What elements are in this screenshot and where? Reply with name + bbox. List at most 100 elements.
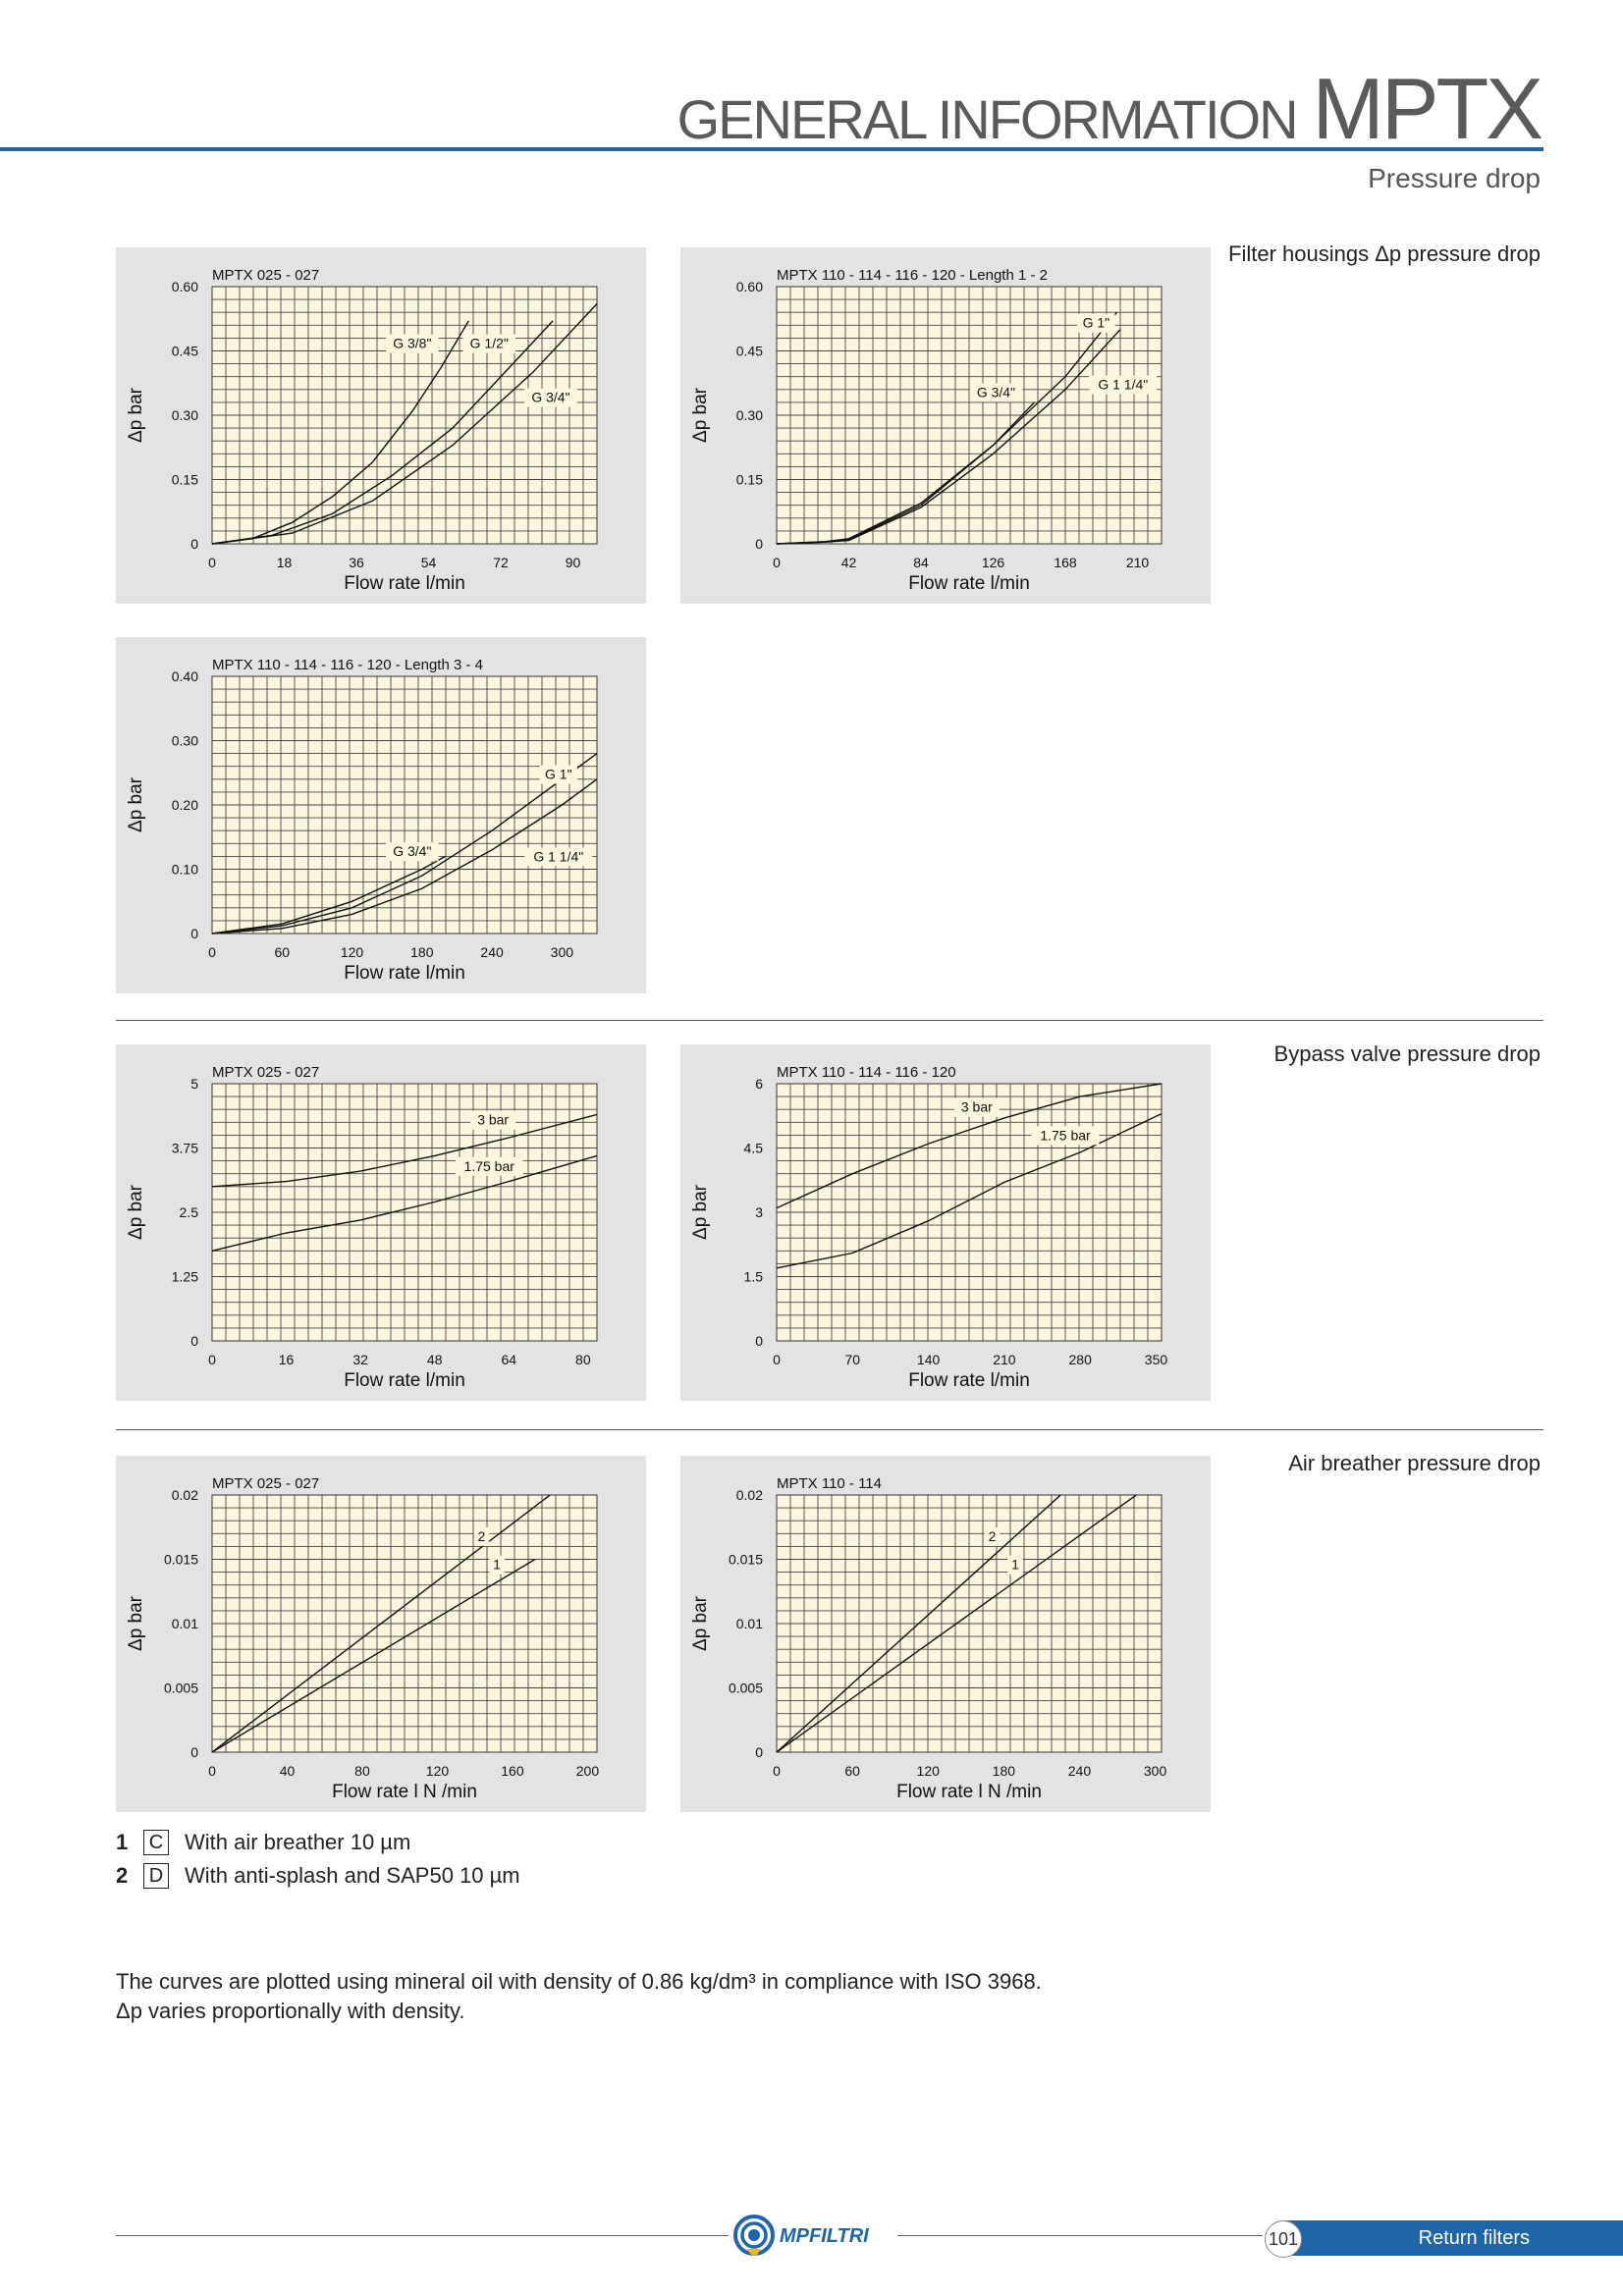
y-tick-label: 0.01 <box>736 1616 763 1631</box>
y-axis-label: Δp bar <box>126 387 146 443</box>
x-tick-label: 60 <box>844 1763 860 1779</box>
x-tick-label: 350 <box>1145 1352 1168 1367</box>
legend-code: D <box>143 1863 169 1889</box>
y-tick-label: 0.015 <box>729 1552 763 1568</box>
chart-svg: MPTX 025 - 027 0 18 36 54 72 90 0 0.15 0.30 0.45 0.… <box>116 247 646 604</box>
x-tick-label: 90 <box>566 555 581 570</box>
svg-text:G 1 1/4": G 1 1/4" <box>533 848 583 864</box>
legend-text: With anti-splash and SAP50 10 µm <box>185 1863 520 1888</box>
series-label: 3 bar <box>470 1110 516 1130</box>
footnote-line-1: The curves are plotted using mineral oil… <box>116 1969 1042 1994</box>
series-label: G 3/4" <box>524 388 577 407</box>
y-tick-label: 0 <box>190 1744 198 1760</box>
svg-text:1: 1 <box>1011 1557 1019 1573</box>
y-tick-label: 0 <box>755 1744 763 1760</box>
series-label: G 1" <box>1077 313 1115 333</box>
y-axis-label: Δp bar <box>690 1184 711 1240</box>
series-label: G 3/4" <box>386 842 439 862</box>
series-label: 2 <box>473 1526 490 1546</box>
y-tick-label: 0.40 <box>172 668 198 684</box>
series-label: G 1 1/4" <box>1089 375 1158 395</box>
x-tick-label: 300 <box>1144 1763 1167 1779</box>
y-tick-label: 5 <box>190 1076 198 1092</box>
chart-svg: MPTX 110 - 114 0 60 120 180 240 300 0 0.005 0.01 0… <box>680 1456 1211 1812</box>
mpfiltri-logo: MPFILTRI <box>733 2215 869 2256</box>
page-title: GENERAL INFORMATION MPTX <box>676 59 1543 157</box>
chart-title: MPTX 110 - 114 - 116 - 120 <box>777 1064 956 1081</box>
series-label: G 1 1/4" <box>524 847 593 867</box>
y-tick-label: 0 <box>755 536 763 552</box>
y-axis-label: Δp bar <box>126 776 146 832</box>
chart-svg: MPTX 110 - 114 - 116 - 120 - Length 1 - … <box>680 247 1211 604</box>
legend-text: With air breather 10 µm <box>185 1830 411 1854</box>
svg-text:3 bar: 3 bar <box>477 1112 509 1128</box>
x-tick-label: 120 <box>341 944 364 960</box>
y-tick-label: 0.45 <box>172 344 198 359</box>
series-label: 1 <box>489 1555 505 1575</box>
svg-text:3 bar: 3 bar <box>961 1099 993 1115</box>
air-breather-legend: 1 C With air breather 10 µm 2 D With ant… <box>116 1826 520 1893</box>
section-label-bypass-valve: Bypass valve pressure drop <box>1273 1041 1541 1066</box>
y-tick-label: 0.01 <box>172 1616 198 1631</box>
x-axis-label: Flow rate l N /min <box>896 1782 1042 1802</box>
x-axis-label: Flow rate l/min <box>344 573 465 594</box>
series-line <box>211 1494 551 1753</box>
series-label: 3 bar <box>953 1097 1000 1117</box>
page-title-main: GENERAL INFORMATION <box>676 88 1299 150</box>
series-label: 1 <box>1007 1555 1023 1575</box>
svg-text:2: 2 <box>989 1528 997 1544</box>
y-tick-label: 3.75 <box>172 1141 198 1156</box>
y-tick-label: 0.02 <box>736 1487 763 1503</box>
x-tick-label: 0 <box>208 1352 216 1367</box>
footnote: The curves are plotted using mineral oil… <box>116 1967 1042 2026</box>
x-axis-label: Flow rate l/min <box>908 573 1030 594</box>
footer-section-tab[interactable]: Return filters <box>1282 2220 1623 2256</box>
x-tick-label: 200 <box>576 1763 600 1779</box>
x-tick-label: 140 <box>917 1352 941 1367</box>
y-tick-label: 0.15 <box>736 472 763 488</box>
series-label: 1.75 bar <box>455 1156 523 1176</box>
logo-wordmark: MPFILTRI <box>780 2225 869 2247</box>
legend-code: C <box>143 1830 169 1855</box>
y-tick-label: 0 <box>190 1333 198 1349</box>
svg-text:G 3/4": G 3/4" <box>531 390 569 405</box>
x-tick-label: 84 <box>913 555 929 570</box>
x-tick-label: 240 <box>1068 1763 1092 1779</box>
y-tick-label: 0 <box>190 926 198 941</box>
series-line <box>776 1112 1163 1269</box>
y-tick-label: 0.005 <box>729 1681 763 1696</box>
series-line <box>211 1154 598 1252</box>
series-line <box>776 1494 1137 1753</box>
svg-text:2: 2 <box>478 1528 486 1544</box>
y-tick-label: 0.30 <box>172 407 198 423</box>
x-tick-label: 280 <box>1069 1352 1093 1367</box>
x-tick-label: 0 <box>208 555 216 570</box>
svg-text:1.75 bar: 1.75 bar <box>464 1158 515 1174</box>
footer-section-label: Return filters <box>1418 2227 1530 2249</box>
x-tick-label: 0 <box>773 1763 781 1779</box>
y-tick-label: 6 <box>755 1076 763 1092</box>
series-line <box>211 1558 536 1753</box>
x-tick-label: 32 <box>352 1352 368 1367</box>
y-tick-label: 0.60 <box>172 279 198 294</box>
chart-svg: MPTX 110 - 114 - 116 - 120 - Length 3 - … <box>116 637 646 993</box>
legend-number: 2 <box>116 1863 129 1888</box>
y-tick-label: 0.10 <box>172 862 198 878</box>
series-line <box>211 778 598 934</box>
x-tick-label: 0 <box>208 1763 216 1779</box>
x-tick-label: 40 <box>280 1763 296 1779</box>
series-line <box>211 855 446 934</box>
x-tick-label: 72 <box>493 555 509 570</box>
chart-filter-housing-110-120-length-3-4: MPTX 110 - 114 - 116 - 120 - Length 3 - … <box>116 637 646 993</box>
x-axis-label: Flow rate l/min <box>344 1370 465 1391</box>
series-label: 2 <box>984 1526 1001 1546</box>
y-tick-label: 0.20 <box>172 797 198 813</box>
x-tick-label: 80 <box>354 1763 370 1779</box>
chart-title: MPTX 025 - 027 <box>212 1475 319 1492</box>
section-label-air-breather: Air breather pressure drop <box>1288 1451 1541 1475</box>
y-axis-label: Δp bar <box>126 1595 146 1651</box>
x-tick-label: 16 <box>279 1352 295 1367</box>
x-tick-label: 168 <box>1054 555 1077 570</box>
x-tick-label: 36 <box>349 555 364 570</box>
chart-svg: MPTX 110 - 114 - 116 - 120 0 70 140 210 280 35… <box>680 1044 1211 1401</box>
